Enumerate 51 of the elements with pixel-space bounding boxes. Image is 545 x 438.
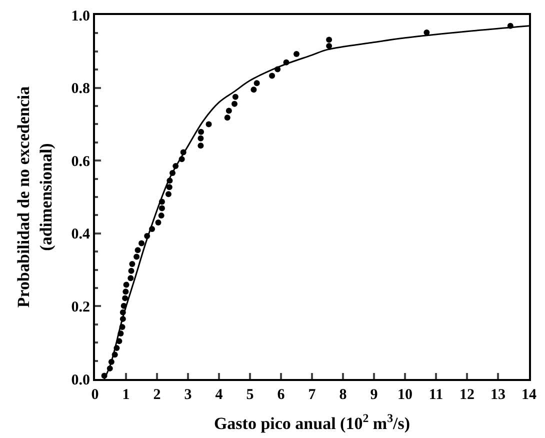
point	[123, 282, 130, 288]
y-tick-label: 0.6	[71, 154, 90, 170]
point	[250, 86, 257, 93]
point	[254, 80, 260, 86]
point	[158, 212, 164, 219]
x-tick-label: 4	[215, 387, 224, 403]
x-tick-label: 7	[308, 387, 316, 403]
x-tick-label: 13	[490, 387, 506, 403]
x-tick-label: 12	[460, 387, 474, 403]
y-tick-label: 0.2	[71, 299, 90, 316]
y-axis-title: Probabilidad de no excedencia (adimensional)	[14, 86, 56, 308]
point	[129, 260, 136, 267]
point	[138, 240, 144, 246]
point	[326, 36, 332, 43]
point	[128, 268, 134, 274]
y-tick-label: 0.4	[71, 226, 90, 243]
point	[122, 295, 128, 302]
x-tick-label: 14	[522, 387, 537, 403]
point	[232, 100, 238, 107]
y-tick-label: 0.0	[71, 372, 90, 388]
x-tick-label: 6	[277, 387, 286, 403]
x-axis-title: Gasto pico anual (10$^{2}$ m$^{3}$/s)	[214, 410, 410, 433]
y-tick-label: 1.0	[71, 8, 90, 24]
point	[224, 114, 230, 121]
point	[206, 121, 212, 128]
point	[198, 142, 204, 149]
point	[232, 94, 238, 100]
point	[226, 108, 232, 114]
y-tick-label: 0.8	[71, 81, 90, 98]
x-tick-label: 2	[153, 387, 161, 403]
point	[166, 184, 172, 190]
x-tick-label: 3	[184, 387, 192, 403]
point	[198, 135, 204, 142]
point	[198, 128, 204, 135]
point	[155, 219, 162, 226]
point	[134, 254, 140, 260]
point	[128, 275, 134, 282]
x-tick-label: 9	[370, 387, 378, 403]
point	[326, 42, 332, 49]
point	[122, 288, 129, 295]
point	[158, 205, 165, 212]
x-tick-label: 10	[398, 387, 412, 403]
point	[294, 50, 300, 57]
point	[165, 191, 172, 198]
x-tick-label: 8	[339, 387, 347, 403]
point	[134, 247, 141, 254]
x-tick-label: 11	[428, 387, 444, 403]
x-tick-label: 0	[91, 387, 99, 403]
x-tick-label: 1	[122, 387, 130, 403]
x-tick-label: 5	[246, 387, 254, 403]
point	[269, 72, 276, 79]
